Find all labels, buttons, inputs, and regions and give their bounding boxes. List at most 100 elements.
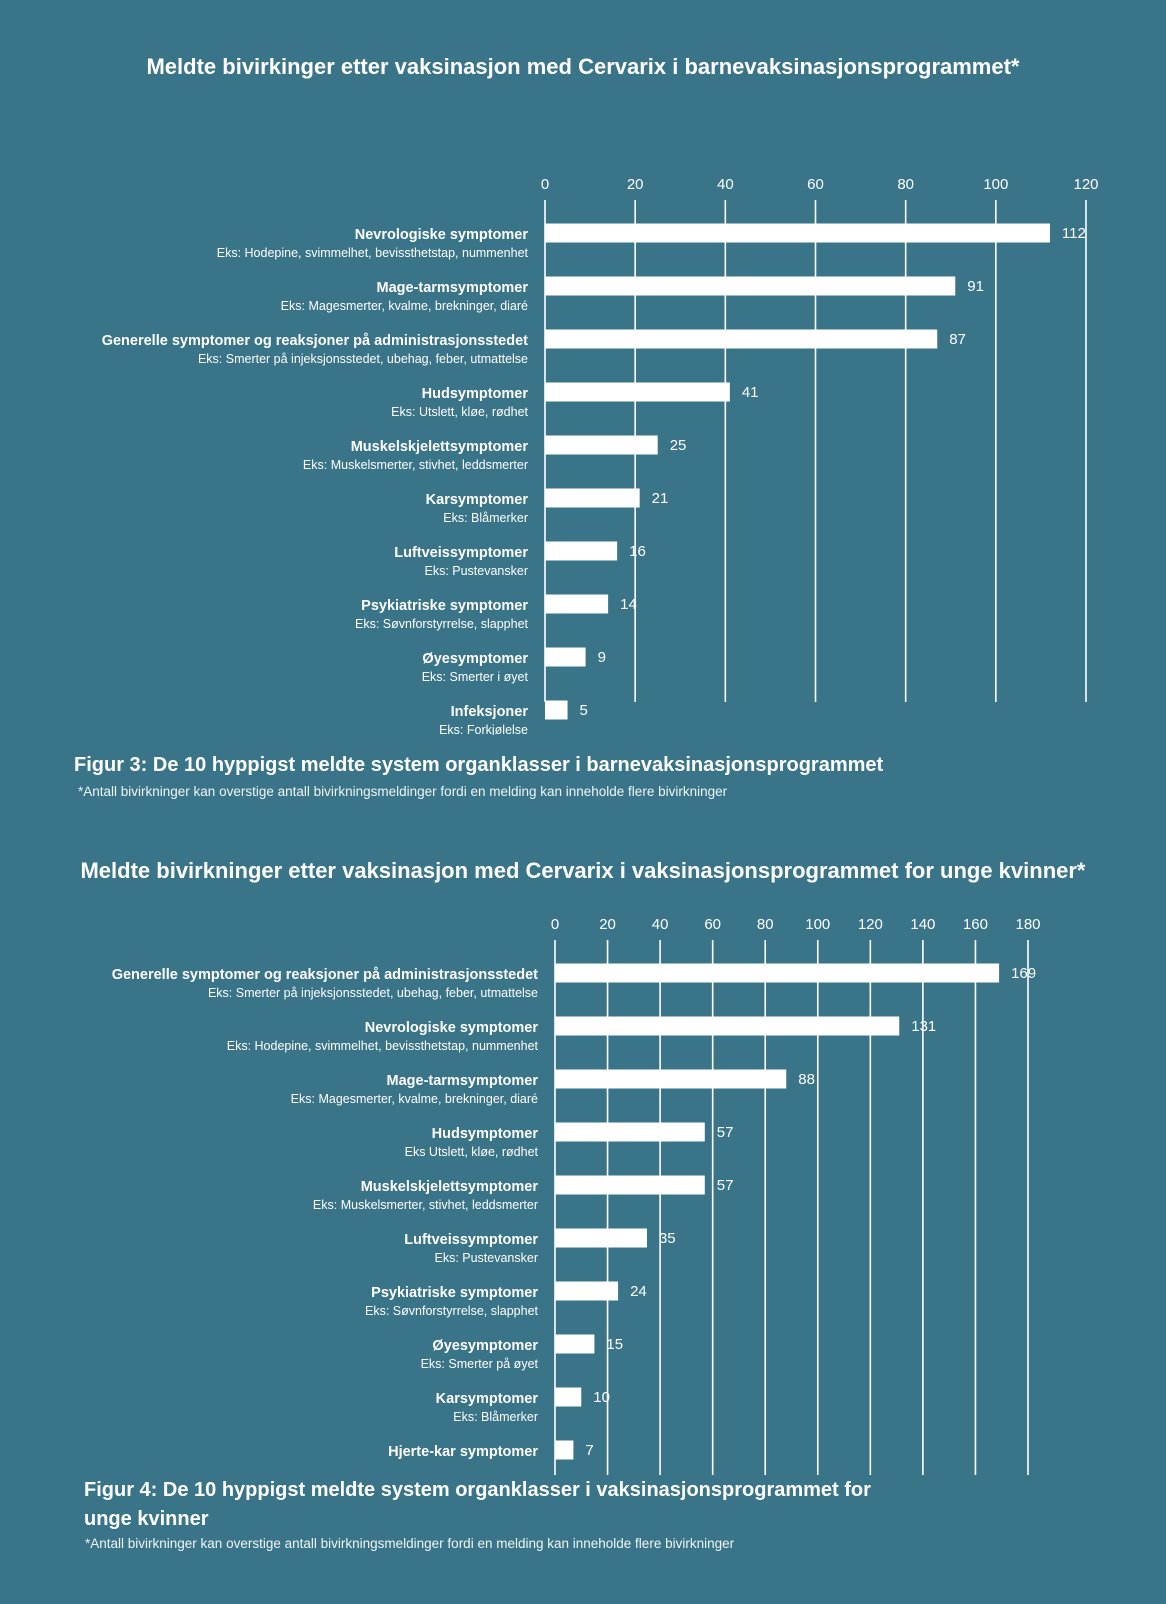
x-tick-label: 20 — [627, 176, 644, 193]
category-label: Infeksjoner — [451, 704, 529, 720]
chart2-caption: Figur 4: De 10 hyppigst meldte system or… — [84, 1476, 871, 1534]
category-label: Psykiatriske symptomer — [361, 598, 528, 614]
category-label: Luftveissymptomer — [394, 545, 528, 561]
x-tick-label: 60 — [807, 176, 824, 193]
data-label: 57 — [717, 1177, 734, 1194]
category-example: Eks: Forkjølelse — [439, 723, 528, 735]
x-tick-label: 20 — [599, 916, 616, 933]
data-label: 24 — [630, 1283, 647, 1300]
chart1-title: Meldte bivirkinger etter vaksinasjon med… — [146, 54, 1020, 79]
chart2-title: Meldte bivirkninger etter vaksinasjon me… — [80, 858, 1086, 883]
category-example: Eks: Smerter på øyet — [421, 1357, 539, 1371]
category-example: Eks: Magesmerter, kvalme, brekninger, di… — [291, 1092, 538, 1106]
x-tick-label: 80 — [757, 916, 774, 933]
bar — [555, 1281, 619, 1301]
bar — [555, 1175, 705, 1195]
category-label: Karsymptomer — [436, 1391, 539, 1407]
data-label: 169 — [1011, 965, 1036, 982]
category-example: Eks: Blåmerker — [453, 1410, 538, 1424]
category-label: Luftveissymptomer — [404, 1232, 538, 1248]
data-label: 57 — [717, 1124, 734, 1141]
x-tick-label: 100 — [983, 176, 1008, 193]
category-label: Mage-tarmsymptomer — [377, 280, 529, 296]
chart2-footnote: *Antall bivirkninger kan overstige antal… — [85, 1536, 735, 1551]
x-tick-label: 40 — [717, 176, 734, 193]
x-tick-label: 120 — [858, 916, 883, 933]
bar — [555, 1069, 787, 1089]
data-label: 5 — [580, 702, 588, 719]
data-label: 10 — [593, 1389, 610, 1406]
chart2-caption-line1: Figur 4: De 10 hyppigst meldte system or… — [84, 1479, 871, 1501]
bar — [545, 435, 658, 455]
category-example: Eks: Hodepine, svimmelhet, bevissthetsta… — [217, 246, 529, 260]
bar — [545, 488, 640, 508]
data-label: 91 — [967, 278, 984, 295]
category-example: Eks: Magesmerter, kvalme, brekninger, di… — [281, 299, 528, 313]
data-label: 131 — [911, 1018, 936, 1035]
data-label: 9 — [598, 649, 606, 666]
data-label: 14 — [620, 596, 637, 613]
category-example: Eks: Smerter på injeksjonsstedet, ubehag… — [198, 352, 528, 366]
x-tick-label: 40 — [652, 916, 669, 933]
bar — [545, 223, 1050, 243]
category-label: Mage-tarmsymptomer — [387, 1073, 539, 1089]
category-example: Eks: Søvnforstyrrelse, slapphet — [365, 1304, 539, 1318]
x-tick-label: 80 — [897, 176, 914, 193]
bar — [545, 647, 586, 667]
category-label: Karsymptomer — [426, 492, 529, 508]
bar — [555, 1016, 900, 1036]
x-tick-label: 160 — [963, 916, 988, 933]
data-label: 7 — [585, 1442, 593, 1459]
category-label: Nevrologiske symptomer — [365, 1020, 539, 1036]
category-label: Generelle symptomer og reaksjoner på adm… — [112, 967, 538, 983]
data-label: 35 — [659, 1230, 676, 1247]
bar — [555, 963, 1000, 983]
category-example: Eks: Søvnforstyrrelse, slapphet — [355, 617, 529, 631]
category-example: Eks: Utslett, kløe, rødhet — [391, 405, 528, 419]
data-label: 21 — [652, 490, 669, 507]
category-example: Eks: Pustevansker — [424, 564, 528, 578]
category-label: Hudsymptomer — [432, 1126, 539, 1142]
category-label: Nevrologiske symptomer — [355, 227, 529, 243]
category-label: Hjerte-kar symptomer — [388, 1444, 538, 1460]
x-tick-label: 140 — [910, 916, 935, 933]
category-example: Eks: Pustevansker — [434, 1251, 538, 1265]
chart2-caption-line2: unge kvinner — [84, 1508, 209, 1530]
bar — [545, 541, 618, 561]
bar — [555, 1228, 647, 1248]
data-label: 16 — [629, 543, 646, 560]
data-label: 87 — [949, 331, 966, 348]
chart2-plot: 0 20 40 60 80 100 120 140 160 180 169 Generelle sym… — [112, 916, 1041, 1475]
chart1-plot: 0 20 40 60 80 100 120 112 Nevrologiske symptomer… — [102, 176, 1099, 735]
chart1-caption: Figur 3: De 10 hyppigst meldte system or… — [74, 754, 884, 776]
category-label: Generelle symptomer og reaksjoner på adm… — [102, 333, 528, 349]
category-example: Eks: Blåmerker — [443, 511, 528, 525]
bar — [545, 594, 609, 614]
category-example: Eks: Smerter på injeksjonsstedet, ubehag… — [208, 986, 538, 1000]
x-tick-label: 120 — [1073, 176, 1098, 193]
bar — [545, 276, 956, 296]
category-example: Eks: Muskelsmerter, stivhet, leddsmerter — [303, 458, 528, 472]
category-label: Muskelskjelettsymptomer — [361, 1179, 539, 1195]
x-tick-label: 0 — [541, 176, 549, 193]
x-tick-label: 180 — [1015, 916, 1040, 933]
category-label: Hudsymptomer — [422, 386, 529, 402]
data-label: 25 — [670, 437, 687, 454]
bar — [555, 1122, 705, 1142]
x-tick-label: 100 — [805, 916, 830, 933]
category-example: Eks: Muskelsmerter, stivhet, leddsmerter — [313, 1198, 538, 1212]
category-example: Eks: Hodepine, svimmelhet, bevissthetsta… — [227, 1039, 539, 1053]
data-label: 41 — [742, 384, 759, 401]
bar — [545, 329, 938, 349]
category-label: Psykiatriske symptomer — [371, 1285, 538, 1301]
chart1-footnote: *Antall bivirkninger kan overstige antal… — [78, 784, 728, 799]
bar — [555, 1387, 582, 1407]
data-label: 112 — [1062, 225, 1086, 242]
data-label: 15 — [606, 1336, 623, 1353]
category-example: Eks: Smerter i øyet — [422, 670, 529, 684]
category-example: Eks Utslett, kløe, rødhet — [405, 1145, 539, 1159]
bar — [545, 382, 730, 402]
bar — [555, 1440, 574, 1460]
category-label: Øyesymptomer — [422, 651, 528, 667]
bar — [545, 700, 568, 720]
